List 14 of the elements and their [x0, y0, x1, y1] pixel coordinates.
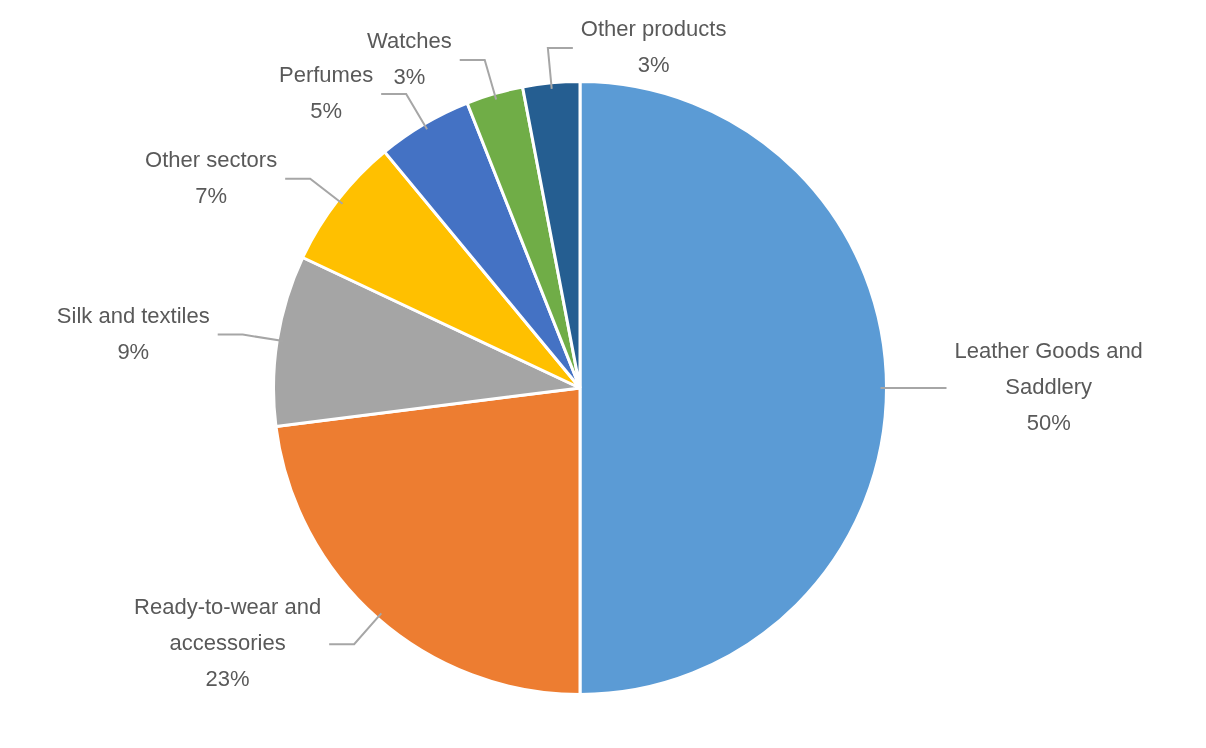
data-label: 23%	[205, 666, 250, 692]
data-label: 7%	[195, 182, 228, 208]
data-label: 5%	[310, 98, 342, 124]
data-label: 9%	[117, 338, 150, 364]
data-label: 3%	[393, 64, 426, 90]
slice-label: Other products	[580, 16, 727, 42]
slice-label: Watches	[366, 28, 452, 54]
data-label: 50%	[1026, 410, 1071, 436]
slice-label: Perfumes	[279, 62, 374, 88]
data-label: 3%	[637, 52, 670, 78]
slice-label: Other sectors	[145, 146, 278, 172]
slice-label: Leather Goods and Saddlery	[954, 338, 1143, 400]
slice-label: Ready-to-wear and accessories	[134, 594, 322, 656]
slice-label: Silk and textiles	[56, 302, 210, 328]
